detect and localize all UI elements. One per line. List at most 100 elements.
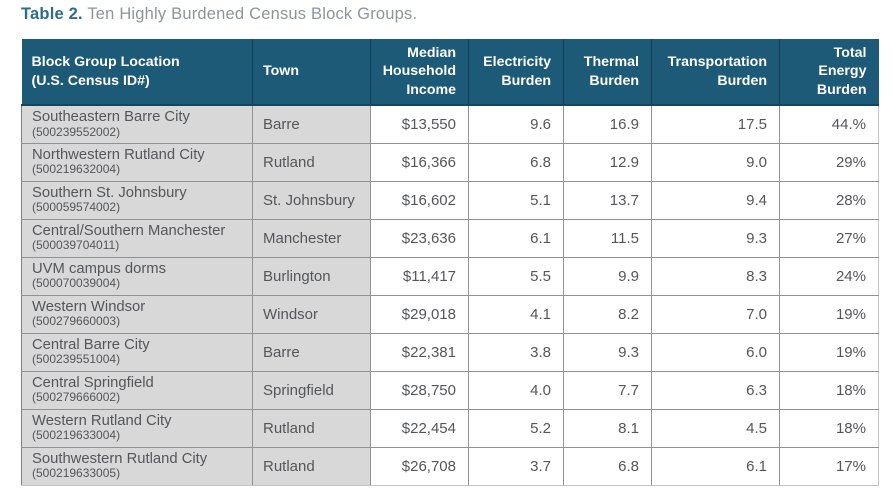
block-group-location-cell: Central Springfield (500279666002): [21, 370, 253, 410]
median-income-cell: $16,602: [370, 180, 469, 220]
total-energy-burden-cell: 44.%: [779, 104, 879, 144]
town-cell: St. Johnsbury: [252, 180, 371, 220]
table-caption: Table 2. Ten Highly Burdened Census Bloc…: [21, 5, 893, 24]
median-income-cell: $16,366: [370, 142, 469, 182]
table-row: Northwestern Rutland City (500219632004)…: [21, 142, 879, 182]
block-group-location-cell: Central Barre City (500239551004): [21, 332, 253, 372]
census-id: (500279660003): [32, 314, 121, 329]
transportation-burden-cell: 6.0: [651, 332, 780, 372]
town-cell: Barre: [252, 104, 371, 144]
electricity-burden-cell: 6.8: [468, 142, 564, 182]
thermal-burden-cell: 16.9: [563, 104, 652, 144]
median-income-cell: $13,550: [370, 104, 469, 144]
table-caption-label: Table 2.: [21, 5, 83, 23]
table-body: Southeastern Barre City (500239552002) B…: [21, 104, 879, 486]
block-group-location-cell: Western Rutland City (500219633004): [21, 408, 253, 448]
electricity-burden-cell: 4.0: [468, 370, 564, 410]
total-energy-burden-cell: 27%: [779, 218, 879, 258]
transportation-burden-cell: 4.5: [651, 408, 780, 448]
table-caption-text: Ten Highly Burdened Census Block Groups.: [87, 5, 418, 23]
block-group-name: Southeastern Barre City: [32, 109, 190, 126]
town-cell: Rutland: [252, 408, 371, 448]
census-id: (500070039004): [32, 276, 121, 291]
median-income-cell: $22,381: [370, 332, 469, 372]
table-row: Southeastern Barre City (500239552002) B…: [21, 104, 879, 144]
col-header-total-energy: Total Energy Burden: [779, 39, 879, 106]
thermal-burden-cell: 8.2: [563, 294, 652, 334]
col-header-transportation: Transportation Burden: [651, 39, 780, 106]
transportation-burden-cell: 7.0: [651, 294, 780, 334]
total-energy-burden-cell: 24%: [779, 256, 879, 296]
thermal-burden-cell: 12.9: [563, 142, 652, 182]
block-group-location-cell: Northwestern Rutland City (500219632004): [21, 142, 253, 182]
electricity-burden-cell: 4.1: [468, 294, 564, 334]
electricity-burden-cell: 5.1: [468, 180, 564, 220]
thermal-burden-cell: 9.9: [563, 256, 652, 296]
total-energy-burden-cell: 29%: [779, 142, 879, 182]
block-group-name: Central Springfield: [32, 374, 154, 391]
col-header-electricity: Electricity Burden: [468, 39, 564, 106]
electricity-burden-cell: 5.5: [468, 256, 564, 296]
town-cell: Rutland: [252, 142, 371, 182]
col-header-town: Town: [252, 39, 371, 106]
transportation-burden-cell: 9.4: [651, 180, 780, 220]
table-row: Southern St. Johnsbury (500059574002) St…: [21, 180, 879, 220]
town-cell: Rutland: [252, 446, 371, 486]
median-income-cell: $22,454: [370, 408, 469, 448]
total-energy-burden-cell: 28%: [779, 180, 879, 220]
census-id: (500219633004): [32, 428, 121, 443]
total-energy-burden-cell: 19%: [779, 294, 879, 334]
table-row: UVM campus dorms (500070039004) Burlingt…: [21, 256, 879, 296]
thermal-burden-cell: 7.7: [563, 370, 652, 410]
total-energy-burden-cell: 17%: [779, 446, 879, 486]
electricity-burden-cell: 9.6: [468, 104, 564, 144]
block-group-location-cell: Southeastern Barre City (500239552002): [21, 104, 253, 144]
thermal-burden-cell: 8.1: [563, 408, 652, 448]
census-id: (500219633005): [32, 466, 121, 481]
table-row: Southwestern Rutland City (500219633005)…: [21, 446, 879, 486]
electricity-burden-cell: 6.1: [468, 218, 564, 258]
median-income-cell: $28,750: [370, 370, 469, 410]
census-id: (500279666002): [32, 390, 121, 405]
transportation-burden-cell: 9.0: [651, 142, 780, 182]
town-cell: Springfield: [252, 370, 371, 410]
total-energy-burden-cell: 18%: [779, 408, 879, 448]
census-id: (500239552002): [32, 124, 121, 139]
block-group-name: Southern St. Johnsbury: [32, 184, 187, 201]
transportation-burden-cell: 6.3: [651, 370, 780, 410]
total-energy-burden-cell: 18%: [779, 370, 879, 410]
total-energy-burden-cell: 19%: [779, 332, 879, 372]
median-income-cell: $11,417: [370, 256, 469, 296]
town-cell: Burlington: [252, 256, 371, 296]
census-id: (500039704011): [32, 238, 120, 253]
block-group-location-cell: Central/Southern Manchester (50003970401…: [21, 218, 253, 258]
block-group-name: UVM campus dorms: [32, 260, 167, 277]
header-row: Block Group Location (U.S. Census ID#) T…: [21, 39, 879, 106]
col-header-location: Block Group Location (U.S. Census ID#): [21, 39, 253, 106]
burdened-block-groups-table: Block Group Location (U.S. Census ID#) T…: [21, 39, 879, 486]
block-group-name: Western Rutland City: [32, 412, 172, 429]
thermal-burden-cell: 9.3: [563, 332, 652, 372]
block-group-location-cell: Southern St. Johnsbury (500059574002): [21, 180, 253, 220]
census-id: (500059574002): [32, 200, 121, 215]
town-cell: Manchester: [252, 218, 371, 258]
median-income-cell: $29,018: [370, 294, 469, 334]
block-group-name: Western Windsor: [32, 298, 146, 315]
electricity-burden-cell: 3.7: [468, 446, 564, 486]
thermal-burden-cell: 11.5: [563, 218, 652, 258]
transportation-burden-cell: 8.3: [651, 256, 780, 296]
block-group-location-cell: Southwestern Rutland City (500219633005): [21, 446, 253, 486]
electricity-burden-cell: 3.8: [468, 332, 564, 372]
table-row: Central Springfield (500279666002) Sprin…: [21, 370, 879, 410]
block-group-name: Northwestern Rutland City: [32, 146, 205, 163]
thermal-burden-cell: 6.8: [563, 446, 652, 486]
block-group-name: Central Barre City: [32, 336, 150, 353]
census-id: (500239551004): [32, 352, 121, 367]
block-group-location-cell: UVM campus dorms (500070039004): [21, 256, 253, 296]
table-row: Western Windsor (500279660003) Windsor $…: [21, 294, 879, 334]
town-cell: Windsor: [252, 294, 371, 334]
col-header-thermal: Thermal Burden: [563, 39, 652, 106]
town-cell: Barre: [252, 332, 371, 372]
page: Table 2. Ten Highly Burdened Census Bloc…: [0, 5, 893, 500]
median-income-cell: $23,636: [370, 218, 469, 258]
